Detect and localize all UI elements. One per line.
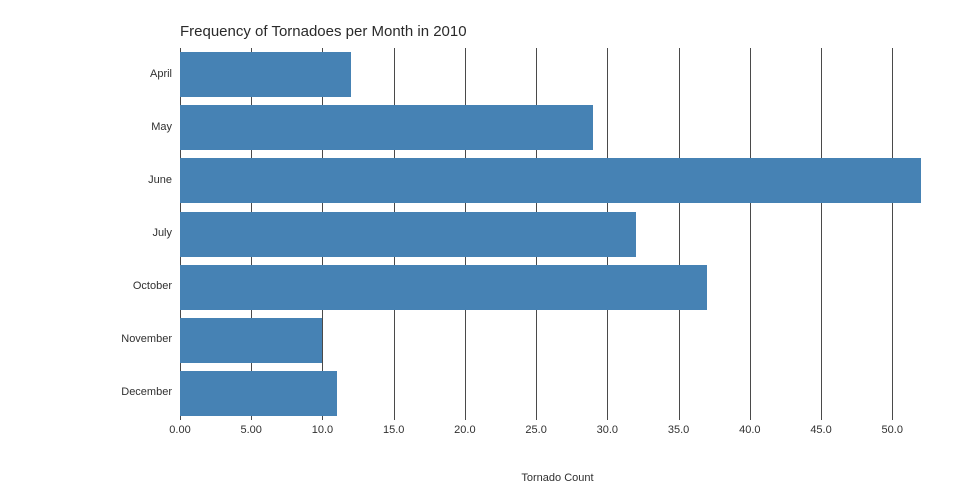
gridline	[892, 48, 894, 420]
x-tick-label: 15.0	[382, 424, 405, 436]
y-tick-label: June	[148, 173, 172, 186]
gridline	[821, 48, 823, 420]
x-tick-label: 30.0	[596, 424, 619, 436]
bar-november	[180, 317, 323, 363]
x-tick-label: 10.0	[311, 424, 334, 436]
plot-area	[180, 48, 935, 420]
bar-april	[180, 52, 351, 98]
x-tick-label: 35.0	[667, 424, 690, 436]
chart-title: Frequency of Tornadoes per Month in 2010	[180, 23, 467, 40]
y-tick-label: May	[151, 120, 172, 133]
y-tick-label: November	[121, 333, 172, 346]
gridline	[678, 48, 680, 420]
y-tick-label: April	[149, 67, 172, 80]
x-tick-label: 0.00	[169, 424, 191, 436]
x-tick-label: 40.0	[739, 424, 761, 436]
y-tick-label: July	[152, 227, 172, 239]
x-tick-label: 50.0	[881, 424, 903, 436]
x-axis-title: Tornado Count	[521, 472, 594, 484]
y-tick-label: October	[132, 280, 172, 293]
gridline	[749, 48, 751, 420]
bar-may	[180, 105, 594, 151]
x-tick-label: 25.0	[525, 424, 547, 436]
x-tick-label: 5.00	[240, 424, 262, 436]
y-tick-label: December	[121, 386, 172, 399]
bar-december	[180, 370, 337, 416]
bar-july	[180, 211, 636, 257]
bar-june	[180, 158, 921, 204]
x-tick-label: 45.0	[810, 424, 832, 436]
bar-october	[180, 264, 708, 310]
x-tick-label: 20.0	[454, 424, 476, 436]
